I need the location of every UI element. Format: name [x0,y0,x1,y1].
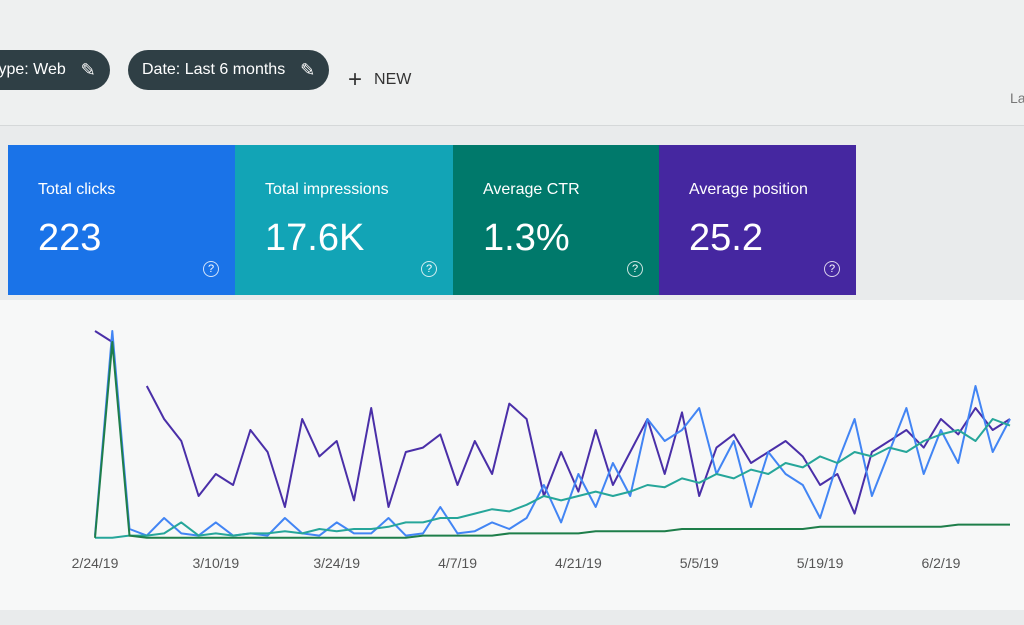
x-tick-label: 3/10/19 [192,555,239,571]
chart-background [0,300,1024,610]
metric-value: 1.3% [483,217,570,259]
metric-label: Total clicks [38,181,116,198]
metric-value: 25.2 [689,217,763,259]
help-icon[interactable]: ? [824,261,840,277]
x-tick-label: 2/24/19 [72,555,119,571]
metric-label: Average CTR [483,181,580,198]
metric-card[interactable]: Average position 25.2? [659,145,856,295]
filter-chip[interactable]: type: Web [0,50,110,90]
x-tick-label: 6/2/19 [921,555,960,571]
metric-label: Average position [689,181,808,198]
new-button[interactable]: + NEW [348,66,412,93]
filter-chip[interactable]: Date: Last 6 months [128,50,330,90]
new-label[interactable]: NEW [374,71,412,88]
metric-card[interactable]: Average CTR 1.3%? [453,145,659,295]
metric-card[interactable]: Total clicks 223? [8,145,235,295]
x-tick-label: 5/19/19 [797,555,844,571]
metric-card[interactable]: Total impressions 17.6K? [235,145,453,295]
series-line [95,418,1011,539]
x-tick-label: 3/24/19 [313,555,360,571]
x-tick-label: 5/5/19 [680,555,719,571]
filter-bar: type: Web Date: Last 6 months +NEW La [0,0,1024,126]
metric-value: 223 [38,217,102,259]
cut-text: La [1010,90,1024,106]
help-icon[interactable]: ? [203,261,219,277]
metric-label: Total impressions [265,181,389,198]
metric-cards: Total clicks 223? Total impressions 17.6K? A… [8,145,856,295]
metric-value: 17.6K [265,217,365,259]
chart: 2/24/19 3/10/19 3/24/19 4/7/19 4/21/19 5/5/19… [0,300,1024,610]
x-tick-label: 4/21/19 [555,555,602,571]
x-tick-label: 4/7/19 [438,555,477,571]
help-icon[interactable]: ? [627,261,643,277]
series-line [94,341,1010,539]
help-icon[interactable]: ? [421,261,437,277]
